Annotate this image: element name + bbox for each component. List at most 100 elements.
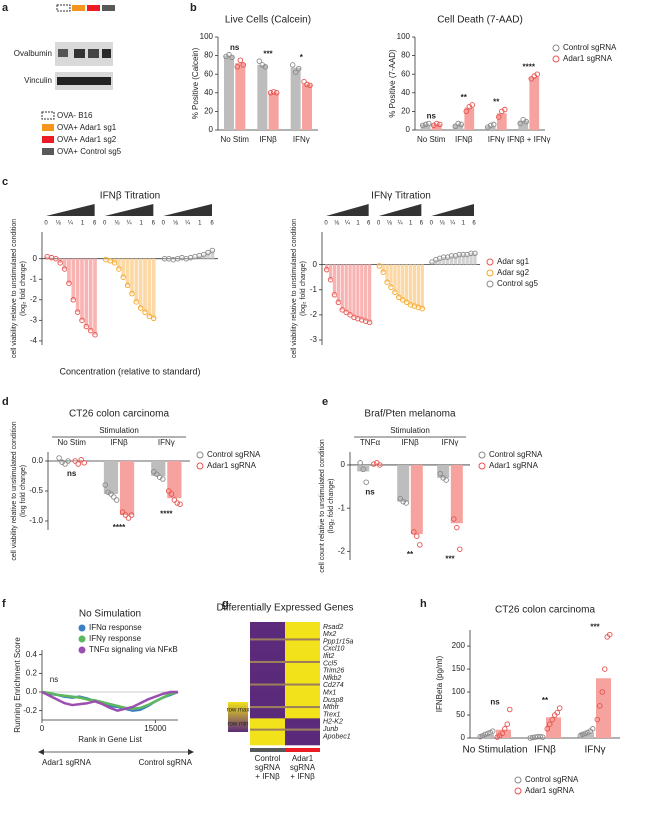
heatmap-cell: [285, 640, 320, 643]
heatmap-cell: [285, 685, 320, 688]
blot-band: [74, 49, 85, 58]
y-tick-label: 0.4: [26, 650, 38, 659]
bar: [397, 264, 401, 298]
direction-label: Control sgRNA: [139, 758, 193, 767]
legend-marker: [514, 787, 522, 795]
dose-wedge: [431, 204, 474, 216]
data-point: [502, 726, 508, 732]
significance: ***: [263, 49, 273, 58]
column-label: sgRNA: [255, 763, 281, 772]
heatmap-cell: [285, 669, 320, 672]
data-point: [226, 51, 232, 58]
data-point: [102, 482, 109, 488]
y-axis-label: (log₂ fold change): [300, 261, 307, 316]
data-point: [443, 477, 449, 483]
heatmap-cell: [250, 654, 285, 658]
heatmap-cell: [250, 710, 285, 713]
data-point: [133, 299, 140, 305]
legend-label: IFNγ response: [89, 634, 142, 643]
x-tick-label: IFNβ: [534, 745, 556, 756]
legend-marker: [478, 462, 486, 470]
column-label: sgRNA: [290, 763, 316, 772]
blot-band: [88, 49, 99, 58]
bar: [389, 264, 393, 288]
y-tick-label: 80: [401, 51, 410, 60]
heatmap-cell: [250, 722, 285, 725]
dose-label: 1: [198, 221, 202, 227]
chart-title: CT26 colon carcinoma: [69, 409, 169, 420]
data-point: [527, 735, 534, 741]
heatmap-cell: [285, 636, 320, 639]
legend-marker: [552, 55, 560, 63]
data-point: [534, 71, 541, 77]
data-point: [417, 542, 423, 548]
data-point: [414, 533, 420, 539]
x-tick-label: IFNγ: [442, 438, 459, 447]
heatmap-cell: [250, 742, 285, 746]
dose-wedge: [378, 204, 422, 216]
bar: [162, 258, 167, 260]
legend-label: OVA+ Control sg5: [57, 147, 122, 156]
data-point: [582, 730, 589, 737]
y-tick-label: 150: [452, 664, 466, 673]
heatmap-cell: [285, 710, 320, 713]
chart-title: Cell Death (7-AAD): [437, 15, 523, 26]
heatmap-cell: [285, 658, 320, 662]
bar: [71, 258, 76, 300]
bar: [596, 678, 611, 738]
heatmap-cell: [250, 738, 285, 742]
heatmap-cell: [250, 697, 285, 701]
panel-label: a: [2, 2, 9, 14]
bar: [84, 258, 89, 327]
heatmap-cell: [250, 667, 285, 670]
data-point: [78, 457, 84, 463]
bar: [461, 254, 465, 265]
gene-label: Junb: [322, 726, 338, 733]
heatmap-cell: [285, 718, 320, 721]
data-point: [482, 731, 489, 738]
data-point: [307, 82, 313, 89]
legend-marker: [552, 44, 560, 52]
data-point: [419, 305, 426, 312]
bar: [352, 264, 356, 318]
significance: ns: [50, 675, 58, 684]
data-point: [108, 491, 114, 497]
bar: [67, 258, 71, 284]
legend-label: Adar1 sgRNA: [563, 54, 613, 63]
heatmap-cell: [285, 691, 320, 695]
y-tick-label: 0.0: [26, 687, 38, 696]
data-point: [540, 734, 546, 740]
legend-label: Control sg5: [497, 279, 538, 288]
data-point: [463, 108, 470, 115]
dose-label: 0: [44, 221, 48, 227]
legend-marker: [486, 269, 494, 277]
heatmap-cell: [250, 648, 285, 651]
column-bar: [285, 748, 320, 752]
bar: [485, 126, 496, 130]
bar: [257, 64, 268, 130]
heatmap-cell: [250, 650, 285, 654]
data-point: [437, 470, 443, 477]
bar: [171, 258, 176, 260]
bar: [370, 464, 383, 465]
heatmap-cell: [250, 712, 285, 715]
y-tick-label: 100: [200, 32, 214, 41]
heatmap-cell: [250, 634, 285, 637]
data-point: [116, 266, 122, 272]
panel-label: h: [420, 598, 427, 610]
data-point: [74, 309, 81, 315]
x-tick-label: TNFα: [360, 438, 381, 447]
legend-label: Adar sg1: [497, 257, 530, 266]
heatmap-cell: [250, 677, 285, 680]
heatmap-cell: [285, 742, 320, 746]
heatmap-cell: [285, 665, 320, 668]
data-point: [124, 282, 131, 289]
dose-label: 6: [210, 221, 214, 227]
dose-wedge: [46, 204, 95, 216]
dose-label: 1: [356, 221, 360, 227]
data-point: [70, 297, 77, 303]
heatmap-cell: [285, 728, 320, 731]
heatmap-cell: [285, 654, 320, 658]
bar: [119, 461, 135, 515]
